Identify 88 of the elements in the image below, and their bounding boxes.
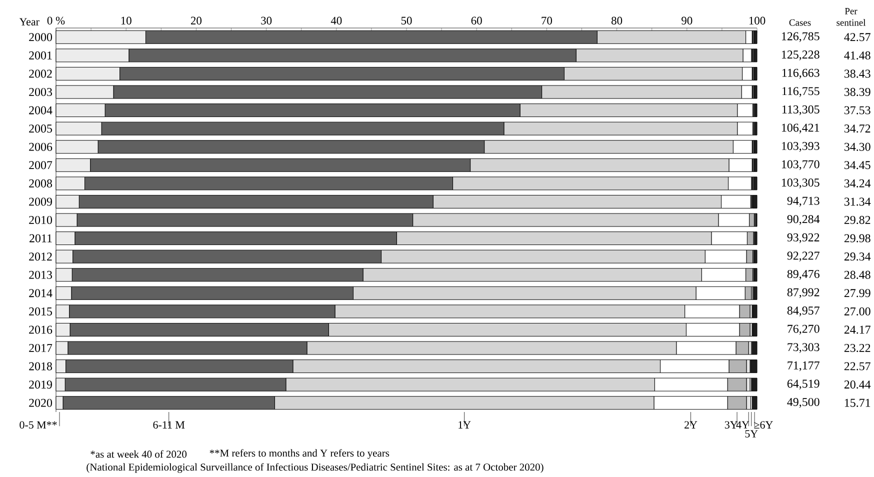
text: 20.44 bbox=[844, 380, 871, 389]
y-tick-label: 2018 bbox=[29, 362, 52, 370]
text: *as at week 40 of 2020 bbox=[90, 450, 187, 458]
text: 64,519 bbox=[787, 380, 820, 390]
y-tick-label: 2013 bbox=[29, 270, 52, 279]
x-tick-label: 60 bbox=[471, 16, 482, 24]
series-label: 1Y bbox=[458, 421, 471, 428]
text: 41.48 bbox=[844, 51, 870, 60]
text: 28.48 bbox=[844, 270, 870, 279]
y-tick-label: 2020 bbox=[29, 398, 52, 407]
text: 92,227 bbox=[787, 252, 820, 262]
y-tick-label: 2015 bbox=[29, 307, 52, 316]
y-tick-label: 2006 bbox=[29, 142, 52, 151]
text: 103,770 bbox=[782, 160, 820, 170]
text: 76,270 bbox=[788, 324, 820, 335]
x-tick-label: 30 bbox=[261, 16, 272, 24]
y-tick-label: 2009 bbox=[29, 198, 52, 206]
text: 94,713 bbox=[787, 196, 820, 207]
text: 125,228 bbox=[782, 50, 820, 60]
text: 116,663 bbox=[782, 68, 820, 79]
text: 22.57 bbox=[844, 362, 870, 370]
series-label: ≥6Y bbox=[754, 421, 773, 429]
y-tick-label: 2000 bbox=[29, 33, 52, 42]
text: 37.53 bbox=[844, 106, 870, 114]
text: 34.72 bbox=[844, 124, 870, 133]
text: 24.17 bbox=[844, 326, 870, 334]
legend-label: 0-5 M** bbox=[20, 421, 57, 429]
x-tick-label: 80 bbox=[612, 16, 622, 24]
text: 38.43 bbox=[844, 70, 870, 78]
text: 29.82 bbox=[844, 216, 870, 224]
legend-label: 3Y bbox=[724, 421, 738, 429]
y-tick-label: 2019 bbox=[29, 380, 52, 389]
legend-label: 4Y bbox=[736, 421, 750, 428]
y-tick-label: 2011 bbox=[30, 234, 52, 242]
text: 103,305 bbox=[782, 178, 820, 188]
text: 34.45 bbox=[844, 161, 870, 170]
text: 93,922 bbox=[787, 233, 820, 244]
text: 34.24 bbox=[844, 179, 871, 188]
text: 27.00 bbox=[844, 307, 870, 316]
x-tick-label: 50 bbox=[401, 16, 412, 24]
text: 113,305 bbox=[782, 105, 820, 116]
text: 116,755 bbox=[782, 87, 820, 97]
y-tick-label: 2014 bbox=[29, 289, 52, 298]
y-tick-label: 2008 bbox=[29, 179, 52, 188]
text: Cases bbox=[789, 19, 811, 26]
y-tick-label: 2010 bbox=[29, 216, 52, 224]
text: 106,421 bbox=[782, 124, 820, 134]
y-tick-label: 2003 bbox=[29, 88, 52, 96]
y-tick-label: 2017 bbox=[29, 344, 52, 352]
y-tick-label: 2004 bbox=[29, 106, 52, 114]
y-tick-label: 2012 bbox=[29, 252, 52, 261]
x-tick-label: 90 bbox=[682, 16, 692, 24]
x-tick-label: 10 bbox=[121, 16, 132, 24]
series-label: 5Y bbox=[745, 430, 758, 438]
series-label: 2Y bbox=[684, 421, 698, 428]
text: 126,785 bbox=[782, 32, 820, 42]
text: 23.22 bbox=[844, 344, 870, 352]
y-axis-title: Year bbox=[19, 18, 40, 26]
text: 27.99 bbox=[844, 289, 870, 298]
x-tick-label: 100 bbox=[749, 16, 766, 24]
text: 87,992 bbox=[787, 288, 820, 298]
text: 103,393 bbox=[782, 142, 820, 152]
text: 38.39 bbox=[844, 88, 870, 96]
y-tick-label: 2005 bbox=[29, 124, 52, 133]
text: 15.71 bbox=[844, 398, 870, 407]
text: 29.34 bbox=[844, 252, 871, 261]
y-tick-label: 2001 bbox=[29, 51, 52, 60]
text: 42.57 bbox=[844, 33, 870, 42]
y-tick-label: 2007 bbox=[29, 161, 52, 170]
text: 71,177 bbox=[788, 361, 820, 372]
text: 84,957 bbox=[787, 306, 820, 316]
y-tick-label: 2002 bbox=[29, 70, 52, 78]
y-tick-label: 2016 bbox=[29, 326, 52, 334]
text: 29.98 bbox=[844, 234, 870, 242]
series-label: 6-11 M bbox=[153, 421, 185, 429]
x-tick-label: 40 bbox=[330, 16, 342, 24]
text: **M refers to months and Y refers to years bbox=[210, 449, 390, 459]
x-tick-label: 0 % bbox=[47, 16, 65, 24]
text: 89,476 bbox=[787, 270, 820, 280]
x-tick-label: 20 bbox=[190, 16, 202, 24]
text: Per sentinel bbox=[836, 8, 866, 26]
text: 34.30 bbox=[844, 142, 870, 151]
text: 31.34 bbox=[844, 198, 871, 206]
text: 73,303 bbox=[788, 343, 820, 353]
x-tick-label: 70 bbox=[542, 16, 552, 24]
text: 90,284 bbox=[787, 215, 820, 225]
text: 49,500 bbox=[787, 398, 820, 408]
text: (National Epidemiological Surveillance of Infectious Diseases/Pediatric Sentinel Sites: as at 7 October 2020) bbox=[86, 463, 544, 473]
